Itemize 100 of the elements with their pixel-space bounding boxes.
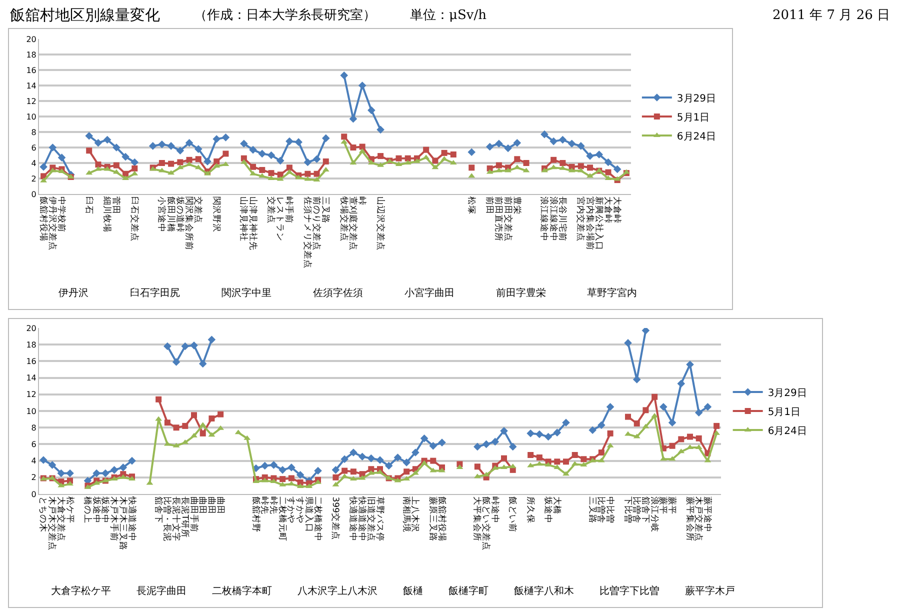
point	[194, 145, 202, 153]
point	[568, 140, 576, 148]
x-tick-label: 浪江線途中	[548, 196, 559, 242]
point	[553, 428, 562, 436]
chart-subtitle: （作成：日本大学糸長研究室）	[194, 7, 376, 24]
x-tick-label: 飯舘村役場	[436, 496, 448, 542]
point	[132, 165, 138, 172]
x-tick-label: 木戸交差点	[693, 496, 704, 542]
y-tick-label: 16	[26, 357, 36, 366]
x-tick-label: 松ケ平	[64, 496, 76, 524]
point	[414, 158, 420, 163]
point	[198, 360, 207, 368]
x-tick-label: 快適道途中	[126, 496, 138, 542]
x-tick-label: 臼石	[83, 196, 94, 215]
x-tick-label: すかや	[294, 496, 305, 524]
point	[296, 471, 304, 479]
point	[496, 162, 502, 168]
point	[377, 162, 384, 167]
point	[249, 146, 257, 154]
point	[544, 432, 552, 441]
point	[122, 152, 130, 161]
point	[340, 72, 348, 80]
point	[168, 160, 174, 167]
point	[48, 144, 57, 152]
x-tick-label: 浪江分岐	[648, 496, 660, 533]
y-tick-label: 6	[31, 143, 36, 152]
point	[286, 169, 293, 174]
point	[250, 164, 256, 170]
point	[642, 328, 650, 334]
point	[677, 380, 686, 388]
x-tick-label: 下比曽	[622, 496, 634, 524]
x-tick-label: 快適道途中	[348, 496, 359, 542]
point	[412, 448, 420, 456]
x-tick-label: 三叉路	[320, 196, 332, 224]
y-tick-label: 2	[31, 174, 36, 184]
x-tick-label: 萱刈庭交差点	[347, 196, 358, 251]
point	[595, 150, 604, 158]
x-tick-label: 前田直売所	[493, 196, 504, 242]
y-tick-label: 14	[26, 81, 36, 90]
x-tick-label: 飯舘村野	[250, 496, 262, 533]
x-tick-label: 二枚橋元町	[276, 496, 288, 542]
point	[322, 134, 330, 142]
y-tick-label: 20	[26, 34, 36, 44]
point	[128, 456, 136, 465]
point	[222, 134, 230, 142]
x-tick-label: 臼石交差点	[128, 196, 140, 242]
point	[482, 440, 490, 448]
point	[632, 376, 641, 384]
x-tick-label: 山津見神社	[238, 196, 250, 242]
point	[396, 155, 402, 162]
y-tick-label: 2	[31, 473, 36, 482]
point	[586, 152, 594, 160]
x-tick-label: 山辺沢交差点	[374, 196, 386, 251]
point	[267, 151, 276, 160]
point	[195, 156, 202, 162]
point	[550, 156, 557, 163]
x-tick-label: 伊丹沢交差点	[46, 196, 58, 251]
text: 単位：μSv/h	[410, 7, 486, 24]
point	[214, 158, 220, 164]
point	[304, 170, 311, 177]
point	[429, 442, 438, 450]
point	[350, 448, 358, 456]
x-tick-label: 坂途中	[90, 496, 102, 524]
point	[340, 455, 348, 464]
point	[92, 469, 100, 478]
point	[613, 165, 622, 174]
x-tick-label: 木戸木三叉路	[117, 496, 128, 551]
x-tick-label: 交差点	[265, 196, 276, 224]
point	[441, 150, 448, 156]
text: 小宮字曲田	[404, 286, 454, 300]
chart-title: 飯舘村地区別線量変化	[10, 6, 160, 24]
x-tick-label: 細川牧場	[102, 196, 113, 233]
point	[694, 408, 703, 417]
point	[110, 466, 118, 474]
x-tick-label: 関沢野沢	[210, 196, 222, 233]
x-tick-label: 橋の上	[82, 496, 93, 524]
point	[222, 150, 229, 157]
point	[185, 138, 194, 147]
x-tick-label: 大倉峠	[612, 196, 623, 224]
legend-label: 3月29日	[768, 388, 807, 399]
point	[500, 427, 508, 435]
point	[368, 106, 376, 114]
x-tick-label: 大橋	[551, 496, 562, 515]
point	[258, 150, 266, 158]
legend-label: 6月24日	[676, 131, 716, 142]
point	[474, 442, 482, 451]
point	[66, 469, 74, 478]
point	[513, 138, 522, 147]
x-tick-label: 坂途中	[100, 496, 111, 524]
y-tick-label: 10	[26, 406, 36, 416]
point	[508, 442, 517, 451]
point	[384, 462, 393, 470]
x-tick-label: 蕨平	[658, 496, 669, 515]
y-tick-label: 4	[31, 158, 36, 168]
y-tick-label: 18	[26, 340, 36, 350]
x-tick-label: 山津見神社先	[247, 196, 258, 251]
point	[181, 342, 190, 350]
x-tick-label: 中学校前	[56, 196, 68, 233]
point	[276, 156, 284, 165]
x-tick-label: 比曽・長泥	[162, 496, 173, 542]
